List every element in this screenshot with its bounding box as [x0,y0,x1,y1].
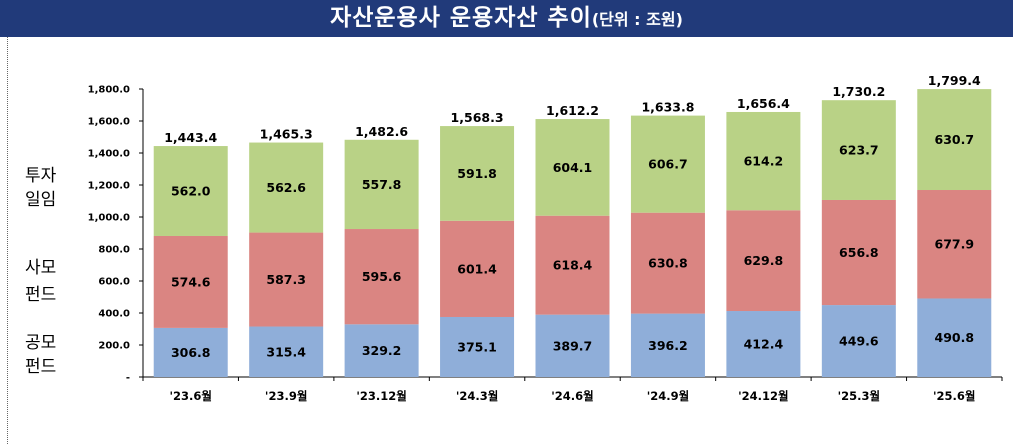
y-tick-label: - [126,373,130,384]
total-label: 1,482.6 [355,124,408,139]
bar-segment [153,327,228,377]
bar-segment [917,298,992,377]
data-label: 306.8 [171,345,211,360]
data-label: 629.8 [744,253,784,268]
x-tick-label: '24.12월 [738,389,788,403]
bar-segment [440,126,515,221]
data-label: 587.3 [266,272,306,287]
data-label: 490.8 [935,330,975,345]
data-label: 562.0 [171,184,211,199]
data-label: 606.7 [648,157,688,172]
data-label: 557.8 [362,177,402,192]
side-label-private-line2: 펀드 [25,285,56,305]
total-label: 1,465.3 [260,127,313,142]
data-label: 604.1 [553,160,593,175]
data-label: 595.6 [362,269,402,284]
bar-segment [726,210,801,312]
total-label: 1,443.4 [164,130,217,145]
y-tick-label: 1,400.0 [88,149,130,160]
data-label: 677.9 [935,237,975,252]
data-label: 449.6 [839,334,879,349]
chart-title: 자산운용사 운용자산 추이 [330,5,592,31]
data-label: 601.4 [457,261,497,276]
bar-segment [821,305,896,377]
bar-segment [821,199,896,306]
bar-segment [249,232,324,327]
x-tick-label: '25.3월 [838,389,880,403]
data-label: 315.4 [266,344,306,359]
data-label: 618.4 [553,258,593,273]
x-tick-label: '23.9월 [265,389,307,403]
bar-segment [821,100,896,200]
side-label-public-line1: 공모 [25,333,56,353]
x-tick-label: '24.3월 [456,389,498,403]
bar-segment [535,119,610,216]
bar-segment [917,190,992,299]
data-label: 630.7 [935,132,975,147]
left-border [7,37,8,444]
total-label: 1,612.2 [546,103,599,118]
data-label: 396.2 [648,338,688,353]
y-tick-label: 1,000.0 [88,213,130,224]
bar-segment [630,115,705,213]
bar-segment [344,139,419,230]
x-tick-label: '23.12월 [356,389,406,403]
total-label: 1,730.2 [832,84,885,99]
y-tick-label: 200.0 [98,341,130,352]
data-label: 412.4 [744,337,784,352]
y-tick-label: 800.0 [98,245,130,256]
total-label: 1,568.3 [451,110,504,125]
x-tick-label: '25.6월 [933,389,975,403]
side-label-public-line2: 펀드 [25,357,56,377]
x-tick-label: '23.6월 [169,389,211,403]
y-tick-label: 1,200.0 [88,181,130,192]
data-label: 614.2 [744,154,784,169]
bar-segment [535,215,610,315]
bar-segment [249,326,324,377]
bar-segment [726,311,801,377]
total-label: 1,799.4 [928,73,981,88]
data-label: 329.2 [362,343,402,358]
bar-segment [153,146,228,236]
data-label: 574.6 [171,274,211,289]
bar-segment [153,235,228,328]
bar-segment [344,324,419,377]
y-tick-label: 1,600.0 [88,117,130,128]
data-label: 591.8 [457,166,497,181]
stacked-bar-chart: 투자 일임 사모 펀드 공모 펀드 - 200.0 400.0 600.0 800.0 1… [25,73,1003,403]
y-tick-label: 600.0 [98,277,130,288]
data-label: 562.6 [266,180,306,195]
plot-area: - 200.0 400.0 600.0 800.0 1,000.0 1,200.0 1,400… [88,73,1003,403]
total-label: 1,633.8 [641,100,694,115]
side-label-investment-line1: 투자 [25,166,57,186]
data-label: 623.7 [839,143,879,158]
data-label: 375.1 [457,339,497,354]
data-label: 630.8 [648,256,688,271]
bar-segment [440,220,515,317]
title-bar: 자산운용사 운용자산 추이(단위 : 조원) [0,0,1013,37]
side-label-investment-line2: 일임 [25,190,56,210]
x-tick-label: '24.9월 [647,389,689,403]
bar-segment [249,142,324,233]
bar-segment [440,316,515,377]
side-label-private-line1: 사모 [25,258,56,278]
bar-segment [630,212,705,314]
total-label: 1,656.4 [737,96,790,111]
data-label: 656.8 [839,245,879,260]
bar-segment [344,229,419,325]
bar-segment [917,89,992,191]
chart-unit: (단위 : 조원) [591,10,683,29]
bar-segment [726,111,801,211]
data-label: 389.7 [553,338,593,353]
x-tick-label: '24.6월 [551,389,593,403]
y-tick-label: 1,800.0 [88,85,130,96]
y-tick-label: 400.0 [98,309,130,320]
bar-segment [630,313,705,377]
bar-segment [535,314,610,377]
